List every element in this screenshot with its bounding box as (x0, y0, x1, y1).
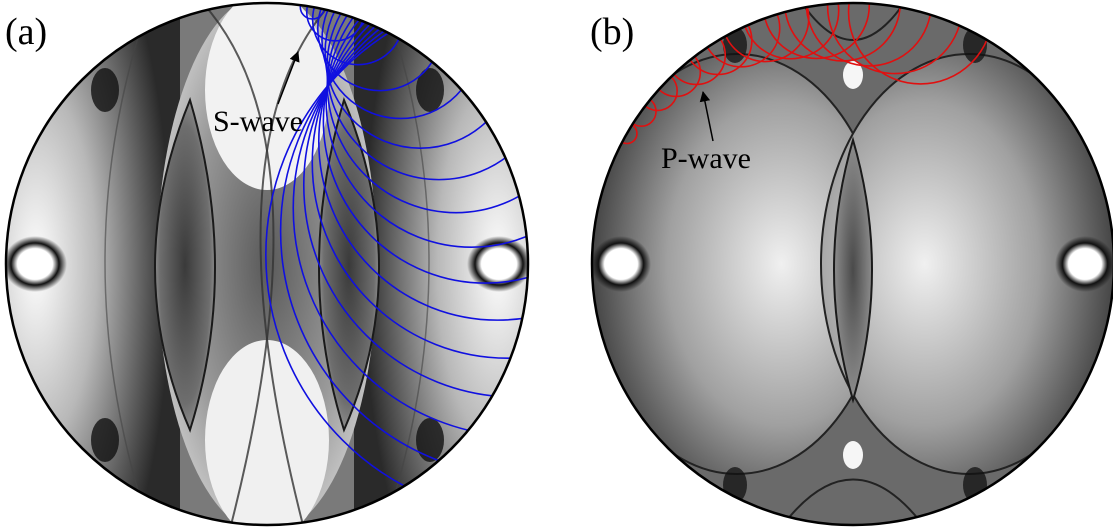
s-wave-label: S-wave (213, 105, 303, 138)
panel-a: (a) S-wave (4, 1, 530, 527)
wavefront-circle (326, 3, 528, 181)
panel-a-label: (a) (5, 11, 47, 53)
panel-a-wavefield (6, 3, 528, 525)
panel-b-label: (b) (590, 11, 634, 53)
wavefront-circle (322, 3, 528, 284)
wavefront-circle (311, 3, 528, 359)
p-wave-arrow (699, 90, 714, 142)
panel-b: (b) P-wave (590, 1, 1113, 527)
p-wave-label: P-wave (661, 142, 751, 175)
panel-b-boundary (590, 1, 1113, 527)
wavefront-circle (325, 3, 528, 249)
s-wave-arrow (277, 51, 300, 105)
panel-a-boundary (4, 1, 530, 527)
panel-b-wavefield (592, 3, 1113, 525)
wavefront-circle (317, 3, 528, 321)
